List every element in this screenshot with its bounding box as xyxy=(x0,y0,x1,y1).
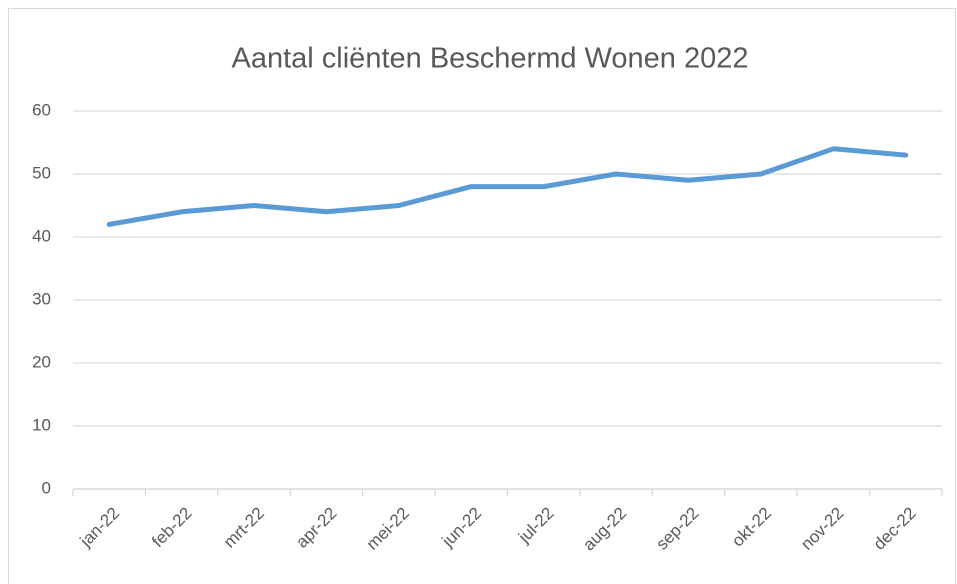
y-tick-label: 40 xyxy=(32,226,51,245)
y-tick-label: 0 xyxy=(42,478,51,497)
data-line xyxy=(106,146,909,227)
y-tick-label: 60 xyxy=(32,100,51,119)
chart-title: Aantal cliënten Beschermd Wonen 2022 xyxy=(232,43,749,75)
y-tick-label: 30 xyxy=(32,289,51,308)
y-tick-label: 10 xyxy=(32,415,51,434)
y-tick-label: 20 xyxy=(32,352,51,371)
y-tick-label: 50 xyxy=(32,163,51,182)
chart-border xyxy=(8,8,956,584)
